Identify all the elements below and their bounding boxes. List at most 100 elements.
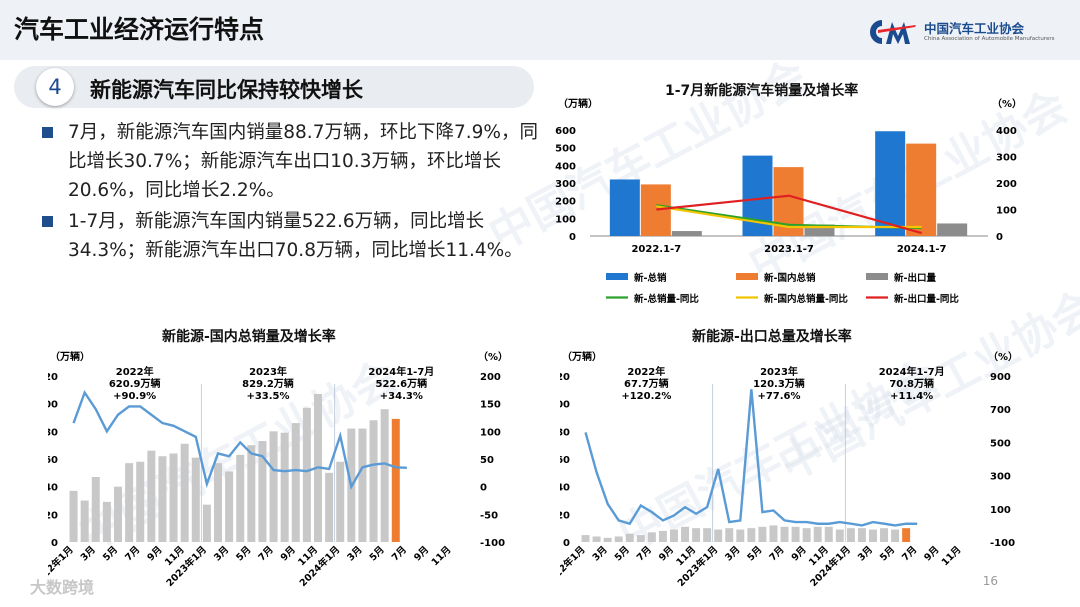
y-tick-label: 0: [51, 538, 58, 549]
bar: [609, 179, 640, 236]
annotation-text: +77.6%: [757, 391, 800, 402]
bar: [280, 432, 289, 542]
x-tick-label: 2022年1月: [560, 544, 588, 589]
legend-label: 新-出口量: [894, 272, 936, 284]
x-tick-label: 7月: [767, 544, 786, 563]
bar: [891, 529, 900, 542]
x-tick-label: 2023.1-7: [764, 244, 814, 255]
bar: [603, 537, 612, 542]
annotation-text: +90.9%: [113, 391, 156, 402]
bar: [80, 500, 89, 542]
x-tick-label: 7月: [390, 544, 409, 563]
annotation-text: 620.9万辆: [109, 377, 161, 390]
bar: [937, 223, 968, 236]
section-heading: 4 新能源汽车同比保持较快增长: [14, 66, 534, 108]
x-tick-label: 7月: [123, 544, 142, 563]
x-tick-label: 11月: [430, 544, 454, 568]
y-tick-label: 100: [555, 214, 576, 225]
bar: [592, 536, 601, 542]
annotation-text: 2023年: [760, 365, 798, 378]
bar: [769, 525, 778, 542]
bar: [191, 457, 200, 542]
legend-label: 新-出口量-同比: [894, 293, 959, 305]
bar: [69, 490, 78, 542]
y-tick-label: 40: [48, 483, 58, 494]
y-tick-label: 0: [569, 232, 576, 243]
domestic-sales-chart: （万辆） （%） 0 20 40 60 80 100 120 -100 -50 0 50 100 150 20…: [48, 350, 508, 589]
bar: [804, 224, 835, 236]
y-right-tick-label: -50: [480, 510, 498, 521]
x-tick-label: 9月: [145, 544, 164, 563]
x-tick-label: 5月: [234, 544, 253, 563]
y-right-tick-label: -100: [990, 538, 1015, 549]
export-sales-chart: （万辆） （%） 0 20 40 60 80 100 120 -100 100 300 500 700 90…: [560, 350, 1018, 589]
y-axis-unit-right: （%）: [992, 97, 1022, 110]
bar: [669, 529, 678, 542]
bullet-item: 7月，新能源汽车国内销量88.7万辆，环比下降7.9%，同比增长30.7%；新能…: [40, 118, 540, 205]
annotation-text: 67.7万辆: [624, 377, 669, 390]
logo-name-en: China Association of Automobile Manufact…: [924, 36, 1055, 42]
legend-label: 新-总销量-同比: [634, 293, 699, 305]
y-right-tick-label: 50: [480, 455, 494, 466]
x-tick-label: 9月: [412, 544, 431, 563]
annotation-text: +120.2%: [621, 391, 671, 402]
bar: [692, 528, 701, 542]
annotation-text: 70.8万辆: [889, 377, 934, 390]
bar: [258, 441, 267, 542]
bar: [380, 409, 389, 542]
bar: [269, 431, 278, 542]
x-tick-label: 3月: [723, 544, 742, 563]
source-watermark: 大数跨境: [30, 578, 95, 597]
bar: [214, 463, 222, 542]
y-axis-unit-right: （%）: [478, 350, 508, 363]
x-tick-label: 7月: [900, 544, 919, 563]
bar: [714, 529, 723, 542]
bar: [91, 476, 100, 542]
bar: [358, 428, 367, 542]
legend-label: 新-国内总销量-同比: [764, 293, 848, 305]
y-right-tick-label: 900: [990, 372, 1011, 383]
bar: [614, 536, 623, 542]
y-tick-label: 0: [563, 538, 570, 549]
y-right-tick-label: 100: [990, 505, 1011, 516]
y-right-tick-label: 0: [996, 232, 1003, 243]
y-axis-unit-left: （万辆）: [558, 97, 598, 110]
y-tick-label: 100: [560, 400, 570, 411]
bar: [636, 535, 645, 542]
bar: [703, 528, 712, 542]
annotation-text: 522.6万辆: [376, 377, 428, 390]
bar: [202, 504, 211, 542]
legend-label: 新-国内总销: [764, 272, 816, 284]
y-tick-label: 120: [560, 372, 570, 383]
annotation-text: 2023年: [249, 365, 287, 378]
y-tick-label: 40: [560, 483, 570, 494]
y-axis-unit-left: （万辆）: [50, 350, 90, 363]
bar: [868, 529, 877, 542]
bar: [906, 143, 937, 236]
bar: [824, 526, 833, 542]
y-right-tick-label: 150: [480, 400, 501, 411]
bar: [880, 528, 889, 542]
y-right-tick-label: 200: [480, 372, 501, 383]
annotation-text: +33.5%: [246, 391, 289, 402]
legend-swatch: [736, 273, 758, 280]
caam-logo-icon: [870, 20, 916, 44]
y-tick-label: 400: [555, 161, 576, 172]
x-tick-label: 5月: [101, 544, 120, 563]
square-bullet-icon: [42, 216, 53, 227]
x-tick-label: 2022.1-7: [631, 244, 681, 255]
bar: [102, 501, 111, 542]
x-tick-label: 5月: [878, 544, 897, 563]
bar: [114, 486, 122, 542]
x-tick-label: 2024.1-7: [897, 244, 947, 255]
y-right-tick-label: 200: [996, 179, 1017, 190]
bar: [169, 453, 178, 542]
page-number: 16: [982, 574, 998, 588]
bar: [658, 530, 667, 542]
y-right-tick-label: 300: [990, 472, 1011, 483]
square-bullet-icon: [42, 127, 53, 138]
logo-name-cn: 中国汽车工业协会: [924, 21, 1025, 36]
section-title: 新能源汽车同比保持较快增长: [90, 78, 363, 102]
legend-label: 新-总销: [634, 272, 667, 284]
annotation-text: +34.3%: [380, 391, 423, 402]
